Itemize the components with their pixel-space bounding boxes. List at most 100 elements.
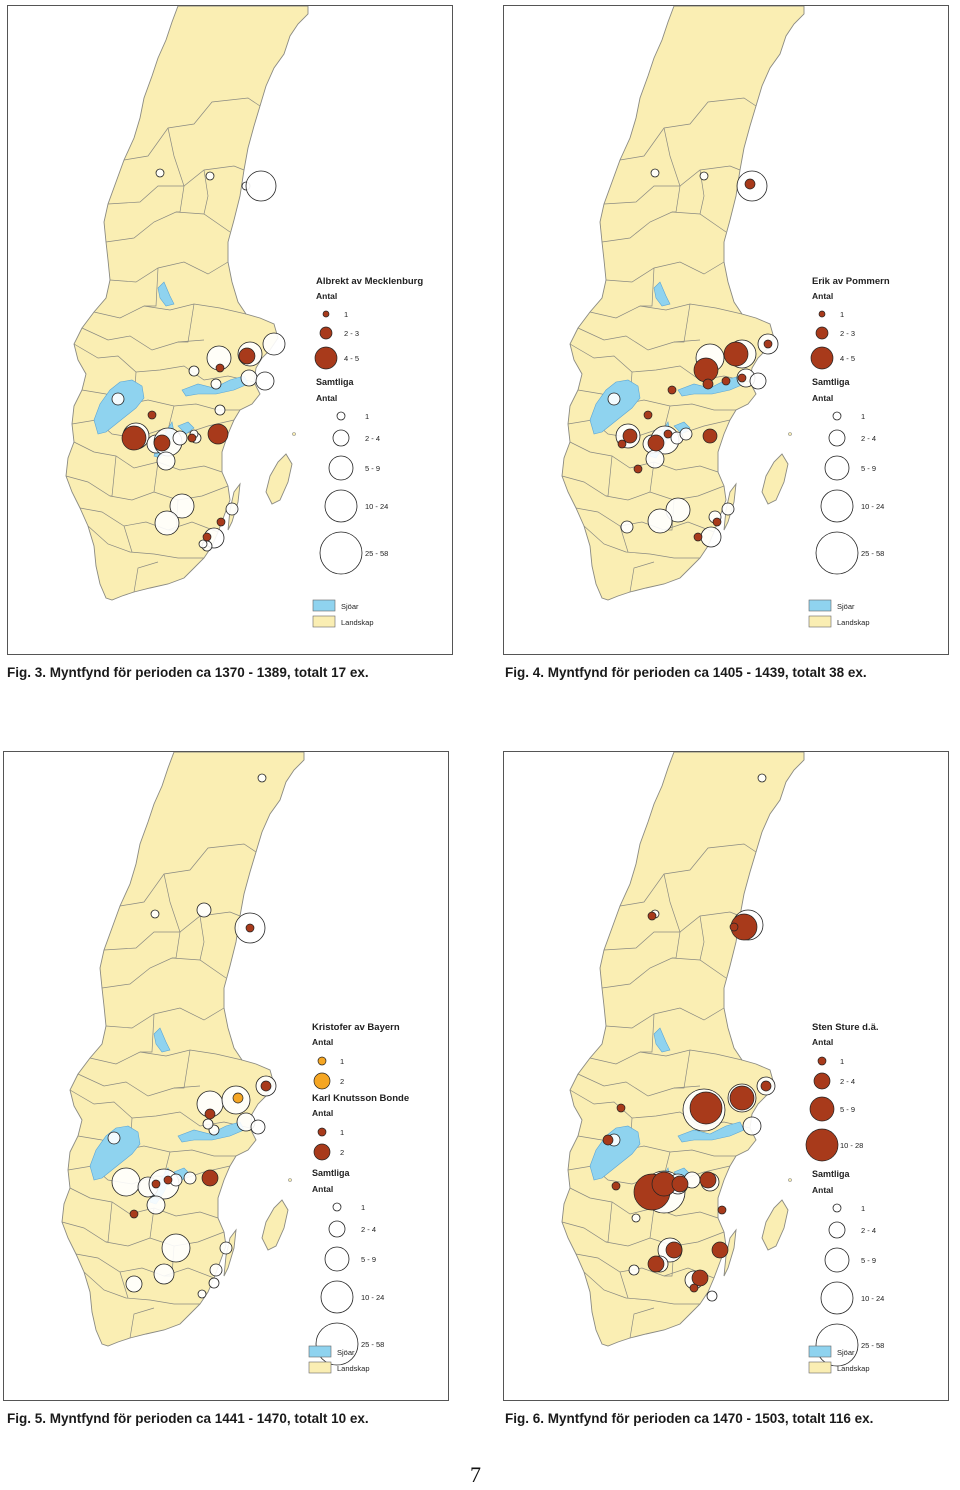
find-marker-ruler (163, 1175, 173, 1185)
sweden-map: Sten Sture d.ä. Antal 1 2 - 4 5 - 9 10 - 28 Sa… (561, 752, 884, 1374)
province-border (619, 1271, 629, 1299)
legend-landskap-label: Landskap (341, 618, 374, 627)
map-panel-fig6: Sten Sture d.ä. Antal 1 2 - 4 5 - 9 10 - 28 Sa… (503, 751, 949, 1401)
find-marker-ruler (699, 1171, 717, 1189)
find-marker-total (197, 1289, 207, 1299)
find-marker-ruler (207, 423, 229, 445)
legend-ruler-title: Kristofer av Bayern (312, 1022, 400, 1033)
small-island (788, 432, 792, 436)
legend-item-label: 2 - 3 (344, 329, 359, 338)
province-border (73, 441, 223, 473)
legend-item-label: 2 - 4 (365, 434, 380, 443)
legend-item-label: 10 - 24 (361, 1293, 384, 1302)
province-border (93, 303, 247, 319)
legend-symbol (313, 1072, 331, 1090)
legend-symbol (815, 326, 829, 340)
find-marker-total (111, 1167, 141, 1197)
legend-landskap-label: Landskap (837, 1364, 870, 1373)
province-border (167, 127, 185, 213)
province-border (569, 343, 751, 383)
map-panel-fig3: Albrekt av Mecklenburg Antal 1 2 - 3 4 - 5 Sa… (7, 5, 453, 655)
province-border (144, 267, 159, 307)
province-border (109, 261, 229, 283)
lake-siljan (153, 1027, 171, 1053)
province-border (583, 1271, 700, 1305)
find-marker-ruler (147, 410, 157, 420)
find-marker-ruler (151, 1179, 161, 1189)
find-marker-total (679, 427, 693, 441)
province-border (129, 1307, 155, 1339)
find-marker-ruler (187, 433, 197, 443)
find-marker-total (154, 510, 180, 536)
province-border (569, 1187, 719, 1219)
sweden-land (561, 6, 805, 601)
legend-item-label: 25 - 58 (365, 549, 388, 558)
legend-antal-label: Antal (312, 1037, 333, 1047)
province-border (663, 873, 681, 959)
gotland-island (761, 453, 789, 505)
legend-ruler-title: Albrekt av Mecklenburg (316, 276, 423, 287)
find-marker-total (125, 1275, 143, 1293)
legend-symbol-total (332, 429, 350, 447)
legend-symbol-total (828, 429, 846, 447)
sweden-map: Kristofer av Bayern Antal 1 2 Karl Knutsson … (61, 752, 409, 1374)
find-marker-ruler (643, 410, 653, 420)
find-marker-ruler (702, 378, 714, 390)
find-marker-total (742, 1116, 762, 1136)
find-marker-ruler (129, 1209, 139, 1219)
find-marker-ruler (760, 1080, 772, 1092)
legend-item-label: 2 - 4 (861, 1226, 876, 1235)
find-marker-total (628, 1264, 640, 1276)
find-marker-total (146, 1195, 166, 1215)
find-marker-ruler (693, 532, 703, 542)
legend-symbol-total (324, 489, 358, 523)
find-marker-total (155, 168, 165, 178)
find-marker-ruler (665, 1241, 683, 1259)
province-border (119, 843, 257, 907)
province-border (123, 97, 261, 161)
province-border (105, 1007, 225, 1029)
find-marker-ruler (204, 1108, 216, 1120)
legend-symbol (818, 310, 826, 318)
find-marker-ruler (667, 385, 677, 395)
find-marker-total (150, 909, 160, 919)
find-marker-total (607, 392, 621, 406)
legend-samtliga-title: Samtliga (812, 1169, 851, 1179)
page-number: 7 (470, 1462, 481, 1487)
find-marker-total (196, 902, 212, 918)
legend-item-label: 1 (840, 1057, 844, 1066)
lake-siljan (653, 1027, 671, 1053)
province-border (629, 561, 655, 593)
find-marker-ruler (691, 1269, 709, 1287)
find-marker-ruler (617, 439, 627, 449)
find-marker-total (645, 449, 665, 469)
find-marker-total (107, 1131, 121, 1145)
find-marker-ruler (260, 1080, 272, 1092)
find-marker-ruler (647, 911, 657, 921)
find-marker-ruler (744, 178, 756, 190)
find-marker-total (257, 773, 267, 783)
find-marker-total (209, 1263, 223, 1277)
find-marker-total (172, 430, 188, 446)
find-marker-total (240, 369, 258, 387)
sweden-land (65, 6, 309, 601)
province-border (569, 441, 719, 473)
legend-symbol-total (832, 411, 842, 421)
province-border (61, 1221, 225, 1247)
find-marker-ruler (723, 341, 749, 367)
small-island (292, 432, 296, 436)
lake-vanern (89, 1125, 141, 1181)
legend-item-label: 5 - 9 (361, 1255, 376, 1264)
find-marker-total (749, 372, 767, 390)
find-marker-ruler (737, 373, 747, 383)
legend-item-label: 10 - 24 (861, 502, 884, 511)
find-marker-ruler (729, 922, 739, 932)
province-border (199, 915, 205, 961)
map-land-group (65, 6, 309, 601)
find-marker-total (245, 170, 277, 202)
small-island (288, 1178, 292, 1182)
legend-sjoar-label: Sjöar (837, 1348, 855, 1357)
map-panel-fig5: Kristofer av Bayern Antal 1 2 Karl Knutsson … (3, 751, 449, 1401)
legend: Albrekt av Mecklenburg Antal 1 2 - 3 4 - 5 Sa… (312, 276, 423, 628)
find-marker-ruler (711, 1241, 729, 1259)
